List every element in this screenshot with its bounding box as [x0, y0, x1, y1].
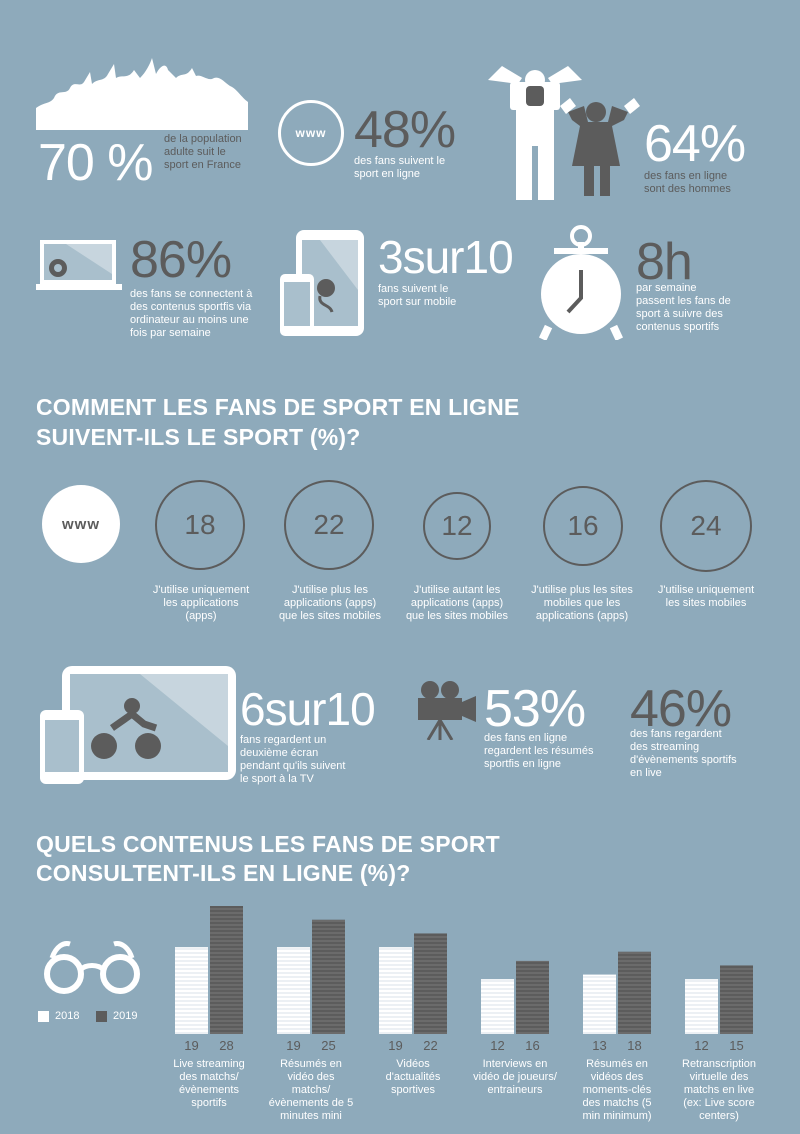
usage-label-4: J'utilise plus les sites mobiles que les…: [531, 584, 633, 622]
bar-value-2019-4: 16: [525, 1038, 539, 1053]
bar-2019-6: [720, 965, 753, 1034]
legend-2018-label: 2018: [55, 1010, 80, 1022]
stopwatch-icon: [538, 225, 624, 340]
bar-value-2019-5: 18: [627, 1038, 641, 1053]
usage-label-5: J'utilise uniquement les sites mobiles: [657, 584, 755, 609]
bar-2019-4: [516, 960, 549, 1034]
legend-2018: 2018: [38, 1010, 79, 1022]
usage-label-3: J'utilise autant les applications (apps)…: [405, 584, 509, 622]
category-label-2: Résumés en vidéo des matchs/ évènements …: [268, 1058, 354, 1122]
stat-3sur10-value: 3sur10: [378, 231, 514, 283]
bar-2019-3: [414, 933, 447, 1034]
category-label-5: Résumés en vidéos des moments-clés des m…: [582, 1058, 652, 1122]
content-bar-chart: 19 28 19 25 19 22 12 16 13 18 12 15: [175, 906, 753, 1053]
www-icon: www: [278, 100, 344, 166]
section1-www-icon: www: [42, 485, 120, 563]
stat-53-text: des fans en ligne regardent les résumés …: [484, 732, 594, 770]
legend-2018-swatch: [38, 1010, 49, 1022]
bar-value-2019-6: 15: [729, 1038, 743, 1053]
tablet-phone-icon: [280, 230, 364, 336]
stat-6sur10-text: fans regardent un deuxième écran pendant…: [240, 734, 346, 785]
stat-46-text: des fans regardent des streaming d'évène…: [630, 728, 737, 779]
bar-value-2019-2: 25: [321, 1038, 335, 1053]
www-icon-label: www: [295, 126, 327, 140]
bar-value-2018-6: 12: [694, 1038, 708, 1053]
stat-8h-value: 8h: [636, 233, 693, 291]
stat-70-text: de la population adulte suit le sport en…: [164, 133, 242, 171]
category-label-4: Interviews en vidéo de joueurs/ entraine…: [473, 1058, 557, 1096]
stat-6sur10-value: 6sur10: [240, 683, 376, 735]
stat-46-value: 46%: [630, 680, 732, 738]
category-label-3: Vidéos d'actualités sportives: [385, 1058, 441, 1096]
bar-value-2019-3: 22: [423, 1038, 437, 1053]
stat-64-value: 64%: [644, 115, 746, 173]
fans-man-woman-icon: [488, 66, 640, 200]
stat-70-value: 70 %: [38, 134, 154, 192]
legend-2019-label: 2019: [113, 1010, 138, 1022]
stat-86-value: 86%: [130, 231, 232, 289]
legend-2019-swatch: [96, 1010, 107, 1022]
bar-2019-2: [312, 919, 345, 1034]
bar-value-2018-3: 19: [388, 1038, 402, 1053]
usage-circle-2: 22: [284, 480, 374, 570]
usage-label-2: J'utilise plus les applications (apps) q…: [278, 584, 382, 622]
bar-2018-6: [685, 979, 718, 1034]
stat-64-text: des fans en ligne sont des hommes: [644, 170, 731, 195]
bar-2018-2: [277, 947, 310, 1034]
section1-title-line2: SUIVENT-ILS LE SPORT (%)?: [36, 424, 361, 450]
section2-title-line2: CONSULTENT-ILS EN LIGNE (%)?: [36, 860, 411, 886]
bar-value-2018-4: 12: [490, 1038, 504, 1053]
tv-second-screen-icon: [40, 666, 236, 784]
bar-2018-5: [583, 974, 616, 1034]
legend-2019: 2019: [96, 1010, 137, 1022]
usage-label-1: J'utilise uniquement les applications (a…: [152, 584, 250, 622]
crowd-icon: [36, 58, 248, 130]
bar-value-2019-1: 28: [219, 1038, 233, 1053]
section2-title-line1: QUELS CONTENUS LES FANS DE SPORT: [36, 831, 500, 857]
stat-48-value: 48%: [354, 101, 456, 159]
usage-circle-5: 24: [660, 480, 752, 572]
bar-value-2018-5: 13: [592, 1038, 606, 1053]
usage-circle-3: 12: [423, 492, 491, 560]
usage-circle-1: 18: [155, 480, 245, 570]
category-label-6: Retranscription virtuelle des matchs en …: [682, 1058, 756, 1122]
bar-2019-5: [618, 951, 651, 1034]
bar-2018-4: [481, 979, 514, 1034]
category-label-1: Live streaming des matchs/ évènements sp…: [173, 1058, 245, 1109]
stat-3sur10-text: fans suivent le sport sur mobile: [378, 283, 457, 308]
bar-2018-3: [379, 947, 412, 1034]
stat-86-text: des fans se connectent à des contenus sp…: [130, 288, 253, 339]
bar-value-2018-1: 19: [184, 1038, 198, 1053]
stat-48-text: des fans suivent le sport en ligne: [354, 155, 446, 180]
glasses-icon: [44, 941, 140, 994]
movie-camera-icon: [418, 681, 476, 740]
stat-53-value: 53%: [484, 680, 586, 738]
usage-circle-4: 16: [543, 486, 623, 566]
bar-2018-1: [175, 947, 208, 1034]
section1-title-line1: COMMENT LES FANS DE SPORT EN LIGNE: [36, 394, 520, 420]
laptop-icon: [36, 240, 122, 290]
section1-www-label: www: [61, 515, 100, 533]
bar-value-2018-2: 19: [286, 1038, 300, 1053]
stat-8h-text: par semaine passent les fans de sport à …: [636, 282, 731, 333]
bar-2019-1: [210, 906, 243, 1034]
